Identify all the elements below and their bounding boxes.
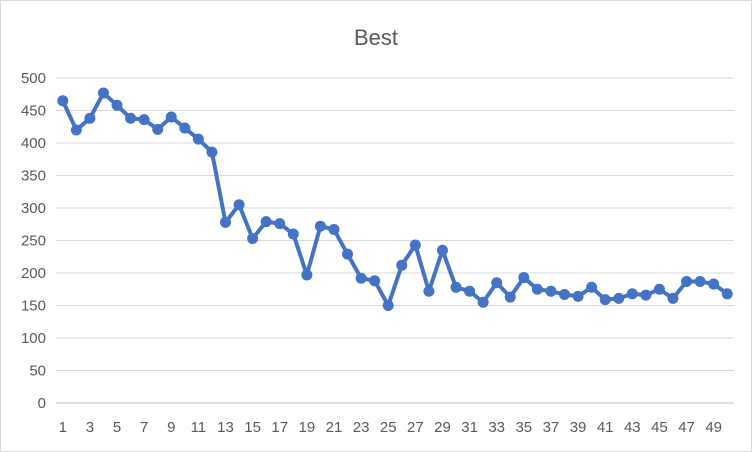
x-tick-label: 3: [86, 419, 94, 436]
data-point: [450, 281, 462, 293]
data-point: [57, 95, 69, 107]
y-tick-label: 300: [21, 200, 46, 217]
y-tick-label: 450: [21, 103, 46, 120]
x-tick-label: 41: [597, 419, 614, 436]
data-point: [599, 294, 611, 306]
data-point: [355, 272, 367, 284]
series-group: [57, 87, 733, 311]
chart-title: Best: [354, 25, 398, 50]
data-point: [464, 285, 476, 297]
y-tick-label: 500: [21, 70, 46, 87]
data-point: [152, 123, 164, 135]
x-tick-label: 35: [515, 419, 532, 436]
data-point: [653, 283, 665, 295]
x-tick-label: 33: [488, 419, 505, 436]
x-tick-label: 45: [651, 419, 668, 436]
x-tick-label: 15: [244, 419, 261, 436]
y-tick-label: 200: [21, 265, 46, 282]
data-point: [667, 292, 679, 304]
x-tick-label: 5: [113, 419, 121, 436]
data-point: [640, 289, 652, 301]
y-tick-label: 100: [21, 330, 46, 347]
x-tick-label: 21: [326, 419, 343, 436]
data-point: [369, 275, 381, 287]
data-point: [179, 122, 191, 134]
x-tick-label: 19: [299, 419, 316, 436]
data-point: [138, 114, 150, 126]
x-tick-label: 23: [353, 419, 370, 436]
data-point: [721, 288, 733, 300]
data-point: [111, 99, 123, 111]
data-point: [708, 278, 720, 290]
data-point: [491, 277, 503, 289]
data-point: [586, 281, 598, 293]
data-point: [423, 285, 435, 297]
data-point: [694, 275, 706, 287]
data-point: [125, 112, 137, 124]
data-point: [681, 275, 693, 287]
x-axis-ticks: 1 3 5 7 9 11 13 15 17 19 21 23 25 27 29 31 33 35 37 39 41 43 4…: [59, 419, 722, 436]
x-tick-label: 49: [705, 419, 722, 436]
data-point: [409, 239, 421, 251]
data-point: [260, 216, 272, 228]
y-tick-label: 150: [21, 298, 46, 315]
data-point: [626, 288, 638, 300]
series-line: [60, 90, 730, 308]
y-tick-label: 0: [38, 395, 46, 412]
data-point: [206, 146, 218, 158]
data-point: [613, 292, 625, 304]
y-axis-ticks: 0 50 100 150 200 250 300 350 400 450 500: [21, 70, 46, 412]
x-tick-label: 47: [678, 419, 695, 436]
data-point: [518, 272, 530, 284]
data-point: [247, 233, 259, 245]
data-point: [559, 288, 570, 300]
data-point: [328, 223, 340, 235]
x-tick-label: 11: [191, 419, 207, 436]
data-point: [477, 296, 489, 308]
x-tick-label: 43: [624, 419, 641, 436]
data-point: [396, 259, 408, 271]
x-tick-label: 29: [434, 419, 451, 436]
data-point: [545, 285, 557, 297]
data-point: [233, 199, 245, 211]
x-tick-label: 9: [167, 419, 175, 436]
x-tick-label: 37: [543, 419, 560, 436]
data-point: [436, 244, 448, 256]
y-tick-label: 400: [21, 135, 46, 152]
x-tick-label: 39: [570, 419, 587, 436]
data-point: [382, 300, 394, 311]
x-tick-label: 1: [59, 419, 67, 436]
data-point: [342, 248, 354, 260]
x-tick-label: 31: [461, 419, 478, 436]
y-tick-label: 350: [21, 168, 46, 185]
y-tick-label: 50: [29, 363, 46, 380]
data-point: [70, 124, 82, 136]
data-point: [572, 290, 584, 302]
data-point: [220, 216, 231, 228]
data-point: [301, 269, 313, 281]
data-point: [531, 283, 543, 295]
data-point: [84, 112, 96, 124]
data-point: [287, 228, 299, 240]
x-tick-label: 7: [140, 419, 148, 436]
x-tick-label: 25: [380, 419, 397, 436]
x-tick-label: 27: [407, 419, 424, 436]
data-point: [274, 218, 286, 230]
data-point: [192, 133, 204, 145]
data-point: [314, 220, 326, 232]
gridlines: [56, 77, 734, 404]
data-point: [504, 291, 516, 303]
x-tick-label: 13: [217, 419, 234, 436]
data-point: [97, 87, 109, 99]
x-tick-label: 17: [271, 419, 288, 436]
y-tick-label: 250: [21, 233, 46, 250]
data-point: [165, 111, 177, 123]
